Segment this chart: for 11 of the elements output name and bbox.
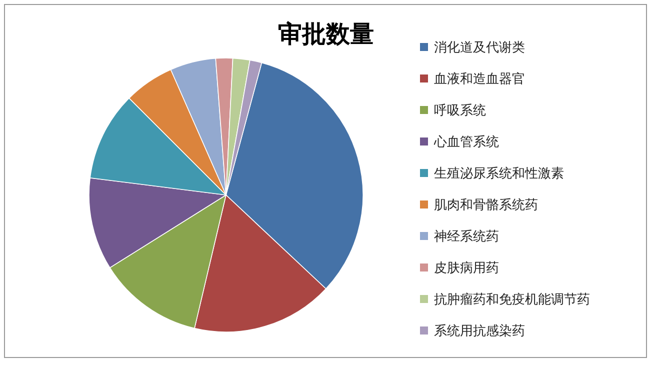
legend-label: 神经系统药 (434, 230, 499, 244)
chart-title: 审批数量 (278, 20, 374, 48)
legend-label: 呼吸系统 (434, 104, 486, 118)
legend-label: 消化道及代谢类 (434, 40, 525, 56)
legend-label: 皮肤病用药 (434, 261, 499, 276)
legend-label: 生殖泌尿系统和性激素 (434, 166, 564, 182)
legend-label: 抗肿瘤药和免疫机能调节药 (434, 292, 590, 308)
legend-label: 心血管系统 (433, 134, 499, 150)
legend-label: 血液和造血器官 (434, 71, 525, 87)
legend-label: 系统用抗感染药 (434, 324, 525, 339)
legend-label: 肌肉和骨骼系统药 (434, 198, 538, 213)
